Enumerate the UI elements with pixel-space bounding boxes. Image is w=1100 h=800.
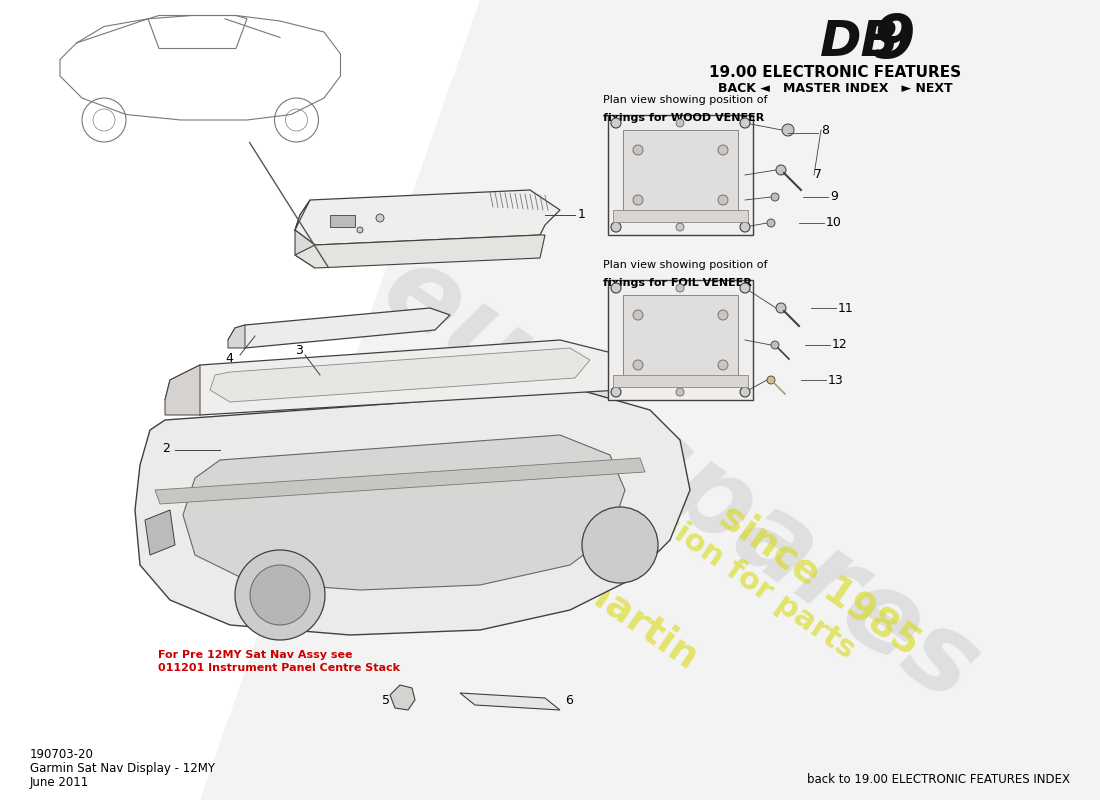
Circle shape <box>718 360 728 370</box>
Polygon shape <box>145 510 175 555</box>
Circle shape <box>676 284 684 292</box>
Text: For Pre 12MY Sat Nav Assy see: For Pre 12MY Sat Nav Assy see <box>158 650 352 660</box>
Polygon shape <box>183 435 625 590</box>
Text: Garmin Sat Nav Display - 12MY: Garmin Sat Nav Display - 12MY <box>30 762 214 775</box>
Circle shape <box>358 227 363 233</box>
Circle shape <box>376 214 384 222</box>
Polygon shape <box>295 200 315 268</box>
Polygon shape <box>295 190 560 245</box>
Text: 11: 11 <box>838 302 854 314</box>
Polygon shape <box>460 693 560 710</box>
Text: 8: 8 <box>821 123 829 137</box>
Text: a passion for parts: a passion for parts <box>580 455 861 665</box>
Polygon shape <box>228 325 245 348</box>
Circle shape <box>740 387 750 397</box>
Bar <box>613 210 748 222</box>
Polygon shape <box>135 390 690 635</box>
Text: 4: 4 <box>226 351 233 365</box>
Text: aston martin: aston martin <box>454 484 706 676</box>
Text: fixings for WOOD VENEER: fixings for WOOD VENEER <box>603 113 764 123</box>
Text: BACK ◄   MASTER INDEX   ► NEXT: BACK ◄ MASTER INDEX ► NEXT <box>717 82 953 95</box>
Polygon shape <box>228 308 450 348</box>
Circle shape <box>610 222 621 232</box>
Text: since 1985: since 1985 <box>713 497 927 663</box>
Text: Plan view showing position of: Plan view showing position of <box>603 95 768 105</box>
Circle shape <box>718 310 728 320</box>
Text: 9: 9 <box>872 12 914 71</box>
Text: 011201 Instrument Panel Centre Stack: 011201 Instrument Panel Centre Stack <box>158 663 400 673</box>
Circle shape <box>676 223 684 231</box>
Circle shape <box>718 195 728 205</box>
Circle shape <box>632 360 644 370</box>
Circle shape <box>632 195 644 205</box>
Circle shape <box>740 283 750 293</box>
Bar <box>623 130 738 220</box>
Circle shape <box>582 507 658 583</box>
Polygon shape <box>295 235 544 268</box>
Text: DB: DB <box>820 18 900 66</box>
Circle shape <box>782 124 794 136</box>
Circle shape <box>676 388 684 396</box>
Circle shape <box>740 222 750 232</box>
Circle shape <box>771 193 779 201</box>
Bar <box>623 295 738 385</box>
Polygon shape <box>390 685 415 710</box>
Polygon shape <box>200 0 1100 800</box>
Text: 2: 2 <box>162 442 170 454</box>
Circle shape <box>776 165 786 175</box>
Text: fixings for FOIL VENEER: fixings for FOIL VENEER <box>603 278 752 288</box>
Polygon shape <box>165 365 200 415</box>
Text: eurospares: eurospares <box>362 234 999 726</box>
Text: 10: 10 <box>826 217 842 230</box>
Text: 19.00 ELECTRONIC FEATURES: 19.00 ELECTRONIC FEATURES <box>708 65 961 80</box>
Circle shape <box>676 119 684 127</box>
Text: 12: 12 <box>832 338 848 351</box>
Circle shape <box>250 565 310 625</box>
Circle shape <box>740 118 750 128</box>
Text: 13: 13 <box>828 374 844 386</box>
Text: 190703-20: 190703-20 <box>30 748 94 761</box>
Polygon shape <box>155 458 645 504</box>
Circle shape <box>610 118 621 128</box>
Text: 9: 9 <box>830 190 838 203</box>
Text: 3: 3 <box>295 343 302 357</box>
Text: 1: 1 <box>578 209 586 222</box>
Circle shape <box>771 341 779 349</box>
Circle shape <box>767 376 775 384</box>
Bar <box>330 215 355 227</box>
Polygon shape <box>165 340 640 415</box>
Circle shape <box>776 303 786 313</box>
Text: 6: 6 <box>565 694 573 706</box>
Circle shape <box>767 219 775 227</box>
Text: June 2011: June 2011 <box>30 776 89 789</box>
FancyBboxPatch shape <box>608 280 754 400</box>
Bar <box>613 375 748 387</box>
Polygon shape <box>210 348 590 402</box>
Text: back to 19.00 ELECTRONIC FEATURES INDEX: back to 19.00 ELECTRONIC FEATURES INDEX <box>807 773 1070 786</box>
FancyBboxPatch shape <box>608 115 754 235</box>
Circle shape <box>718 145 728 155</box>
Circle shape <box>632 310 644 320</box>
Circle shape <box>610 283 621 293</box>
Text: 7: 7 <box>814 169 822 182</box>
Circle shape <box>235 550 324 640</box>
Circle shape <box>610 387 621 397</box>
Text: 5: 5 <box>382 694 390 706</box>
Text: Plan view showing position of: Plan view showing position of <box>603 260 768 270</box>
Circle shape <box>632 145 644 155</box>
